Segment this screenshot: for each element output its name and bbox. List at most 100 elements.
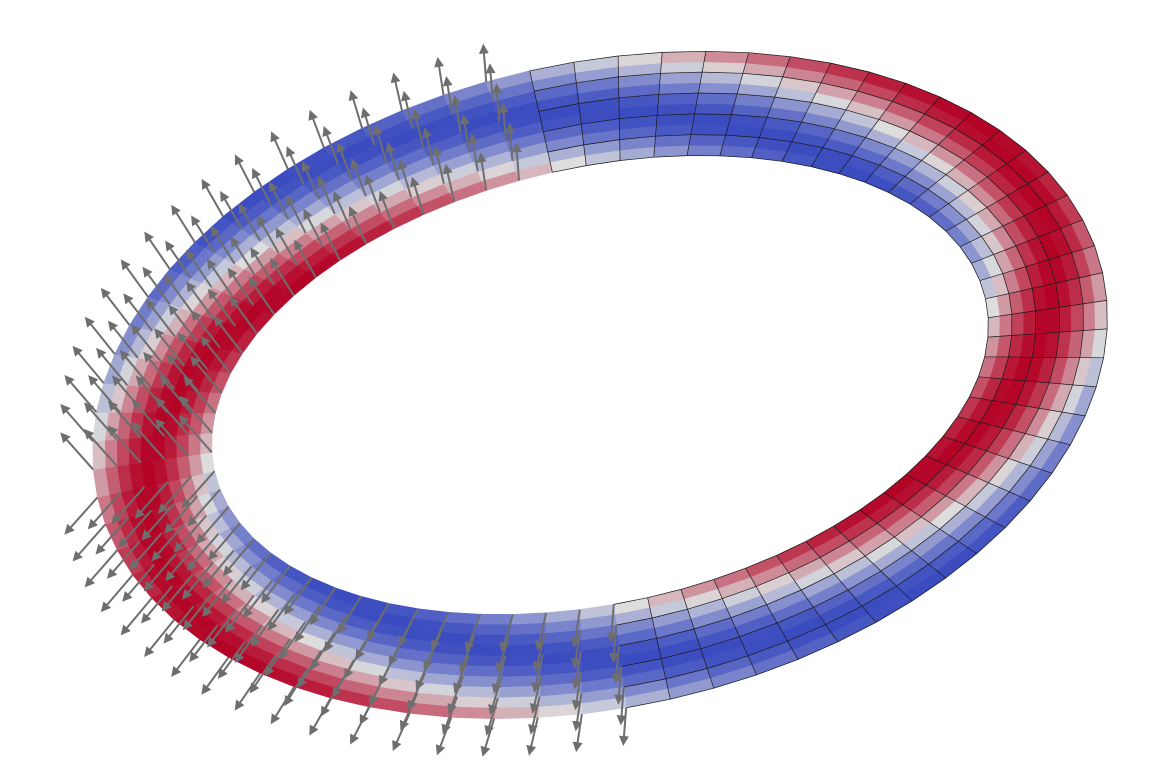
mesh-edge bbox=[992, 378, 1003, 401]
arrow-glyph bbox=[202, 579, 233, 618]
mesh-edge bbox=[939, 96, 972, 114]
mesh-edge bbox=[1001, 356, 1009, 379]
mesh-edge bbox=[987, 328, 1108, 338]
arrow-glyph bbox=[182, 592, 214, 631]
mesh-edge bbox=[967, 190, 988, 208]
surface-cell bbox=[655, 113, 695, 127]
surface-cell bbox=[476, 613, 514, 626]
arrow-glyph bbox=[240, 552, 272, 591]
arrow-glyph bbox=[173, 514, 208, 553]
arrow-glyph bbox=[83, 428, 118, 467]
surface-cell bbox=[462, 665, 504, 678]
arrow-glyph bbox=[145, 299, 176, 338]
mesh-edge bbox=[805, 525, 835, 542]
arrow-glyph bbox=[348, 206, 368, 245]
arrow-glyph bbox=[528, 696, 541, 735]
mesh-edge bbox=[805, 541, 877, 623]
mesh-edge bbox=[906, 474, 1006, 529]
surface-cell bbox=[703, 50, 750, 64]
mesh-edge bbox=[981, 236, 994, 255]
mesh-edge bbox=[846, 109, 880, 120]
arrow-glyph bbox=[186, 281, 215, 320]
arrow-glyph bbox=[107, 320, 139, 359]
arrow-glyph bbox=[350, 158, 367, 197]
mesh-edge bbox=[694, 113, 732, 115]
mesh-edge bbox=[751, 157, 783, 162]
mesh-edge bbox=[883, 474, 907, 493]
mesh-edge bbox=[945, 553, 978, 579]
mesh-edge bbox=[942, 416, 958, 437]
arrow-glyph bbox=[234, 154, 256, 193]
mesh-edge bbox=[583, 139, 620, 146]
mesh-edge bbox=[864, 181, 889, 193]
mesh-edge bbox=[984, 356, 1104, 359]
arrow-glyph bbox=[333, 191, 352, 230]
mesh-edge bbox=[547, 144, 584, 153]
arrow-glyph bbox=[171, 204, 196, 243]
arrow-glyph bbox=[88, 375, 121, 414]
mesh-edge bbox=[876, 504, 904, 524]
mesh-edge bbox=[833, 525, 913, 602]
arrow-glyph bbox=[120, 259, 149, 298]
mesh-edge bbox=[618, 72, 661, 78]
mesh-edge bbox=[969, 396, 1086, 417]
arrow-glyph bbox=[491, 655, 507, 695]
mesh-edge bbox=[945, 171, 1049, 232]
mesh-edge bbox=[1094, 245, 1103, 273]
arrow-glyph bbox=[531, 654, 544, 693]
mesh-edge bbox=[1060, 228, 1072, 253]
mesh-edge bbox=[837, 621, 877, 643]
mesh-edge bbox=[705, 50, 749, 54]
arrow-glyph bbox=[159, 375, 193, 414]
mesh-edge bbox=[1008, 293, 1013, 315]
arrow-glyph bbox=[614, 666, 625, 705]
arrow-glyph bbox=[72, 523, 107, 562]
arrow-glyph bbox=[270, 686, 296, 725]
mesh-edge bbox=[865, 137, 895, 149]
arrow-glyph bbox=[84, 402, 118, 441]
mesh-edge bbox=[847, 570, 882, 591]
mesh-edge bbox=[581, 118, 620, 125]
arrow-glyph bbox=[284, 668, 309, 707]
arrow-glyph bbox=[364, 174, 381, 213]
arrow-glyph bbox=[250, 247, 275, 286]
arrow-glyph bbox=[270, 131, 289, 170]
mesh-edge bbox=[1055, 283, 1060, 308]
arrow-glyph bbox=[252, 167, 273, 207]
arrow-glyph bbox=[286, 195, 307, 234]
arrow-glyph bbox=[64, 496, 99, 535]
mesh-edge bbox=[713, 579, 757, 676]
mesh-edge bbox=[623, 678, 666, 688]
arrow-glyph bbox=[606, 604, 617, 643]
mesh-edge bbox=[1008, 433, 1026, 459]
arrow-glyph bbox=[210, 226, 236, 265]
surface-cell bbox=[1058, 305, 1072, 333]
mesh-edge bbox=[1025, 266, 1033, 289]
arrow-glyph bbox=[143, 553, 177, 592]
arrow-glyph bbox=[191, 215, 216, 254]
arrow-glyph bbox=[451, 95, 462, 134]
mesh-edge bbox=[1009, 465, 1031, 493]
mesh-edge bbox=[797, 641, 839, 660]
mesh-edge bbox=[948, 203, 967, 220]
mesh-edge bbox=[776, 541, 807, 556]
mesh-edge bbox=[1103, 328, 1108, 358]
mesh-edge bbox=[1031, 333, 1036, 358]
arrow-glyph bbox=[96, 347, 129, 386]
arrow-glyph bbox=[270, 257, 295, 297]
arrow-glyph bbox=[84, 316, 116, 355]
arrow-glyph bbox=[297, 650, 322, 689]
mesh-edge bbox=[884, 492, 978, 554]
arrow-glyph bbox=[207, 609, 237, 648]
mesh-edge bbox=[578, 97, 619, 104]
mesh-edge bbox=[869, 71, 906, 84]
mesh-edge bbox=[1004, 500, 1031, 528]
mesh-edge bbox=[552, 165, 587, 173]
mesh-edge bbox=[722, 586, 757, 599]
arrow-glyph bbox=[154, 328, 185, 367]
mesh-edge bbox=[865, 536, 895, 557]
arrow-glyph bbox=[249, 655, 277, 694]
arrow-glyph bbox=[178, 415, 213, 453]
